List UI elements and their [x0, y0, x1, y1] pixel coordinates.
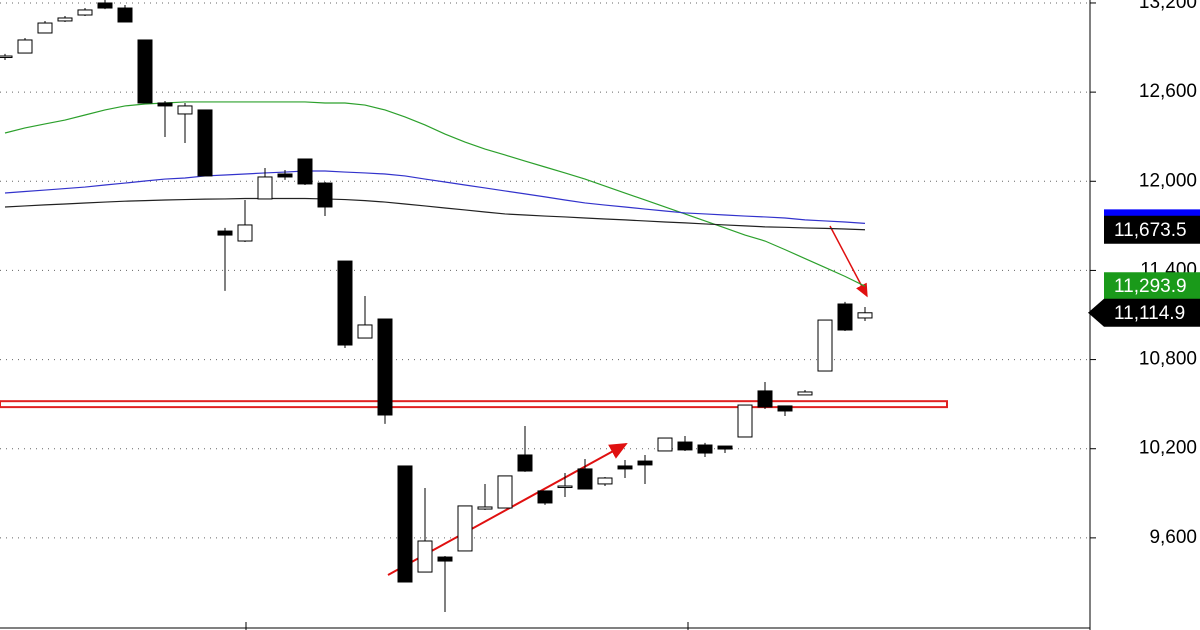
candle-body [497, 475, 513, 509]
candle-body [217, 230, 233, 236]
candle-body [857, 312, 873, 319]
candle-body [837, 303, 853, 331]
candle-body [737, 404, 753, 438]
candle-body [17, 39, 33, 54]
candle-body [577, 468, 593, 490]
candle-body [477, 506, 493, 510]
candle-body [97, 2, 113, 9]
candle-body [57, 17, 73, 22]
candle-body [337, 260, 353, 346]
candle-body [797, 391, 813, 396]
y-tick-label: 13,200 [1139, 0, 1197, 13]
price-label: 11,293.9 [1114, 276, 1187, 297]
candle-body [437, 556, 453, 562]
candle-body [617, 465, 633, 470]
support-band [0, 400, 948, 409]
candle-body [77, 9, 93, 16]
price-label-box [1088, 298, 1200, 327]
candle-body [177, 105, 193, 115]
candle-body [137, 39, 153, 104]
candle-body [297, 158, 313, 185]
price-label-box [1104, 215, 1200, 244]
candle-body [677, 441, 693, 451]
candle-body [517, 454, 533, 472]
candle-body [397, 465, 413, 583]
trend-arrow [829, 225, 868, 298]
candle-body [0, 55, 13, 59]
y-tick-label: 10,800 [1139, 349, 1197, 370]
candle-body [357, 324, 373, 339]
candle-body [717, 445, 733, 450]
price-label-box [1104, 272, 1200, 301]
candle-body [637, 460, 653, 466]
candle-body [557, 485, 573, 489]
candle-body [457, 505, 473, 552]
candle-body [777, 405, 793, 412]
price-label: 11,114.9 [1114, 303, 1185, 324]
candle-body [377, 318, 393, 416]
y-tick-label: 9,600 [1149, 527, 1197, 548]
candle-body [37, 22, 53, 34]
candle-body [277, 173, 293, 178]
candle-body [757, 390, 773, 408]
candle-body [597, 477, 613, 485]
y-tick-label: 10,200 [1139, 438, 1197, 459]
y-tick-label: 12,600 [1139, 81, 1197, 102]
candle-body [157, 102, 173, 107]
price-label: 11,673.5 [1114, 220, 1187, 241]
candle-body [317, 182, 333, 208]
candle-body [237, 224, 253, 242]
candle-body [417, 540, 433, 573]
moving-average [4, 101, 866, 287]
candle-body [257, 176, 273, 200]
candle-body [657, 437, 673, 452]
y-tick-label: 12,000 [1139, 170, 1197, 191]
candle-body [537, 490, 553, 504]
candle-body [197, 109, 213, 177]
moving-average [4, 170, 866, 224]
moving-average [4, 197, 866, 231]
candle-body [117, 7, 133, 23]
candle-body [817, 319, 833, 372]
candle-body [697, 444, 713, 454]
